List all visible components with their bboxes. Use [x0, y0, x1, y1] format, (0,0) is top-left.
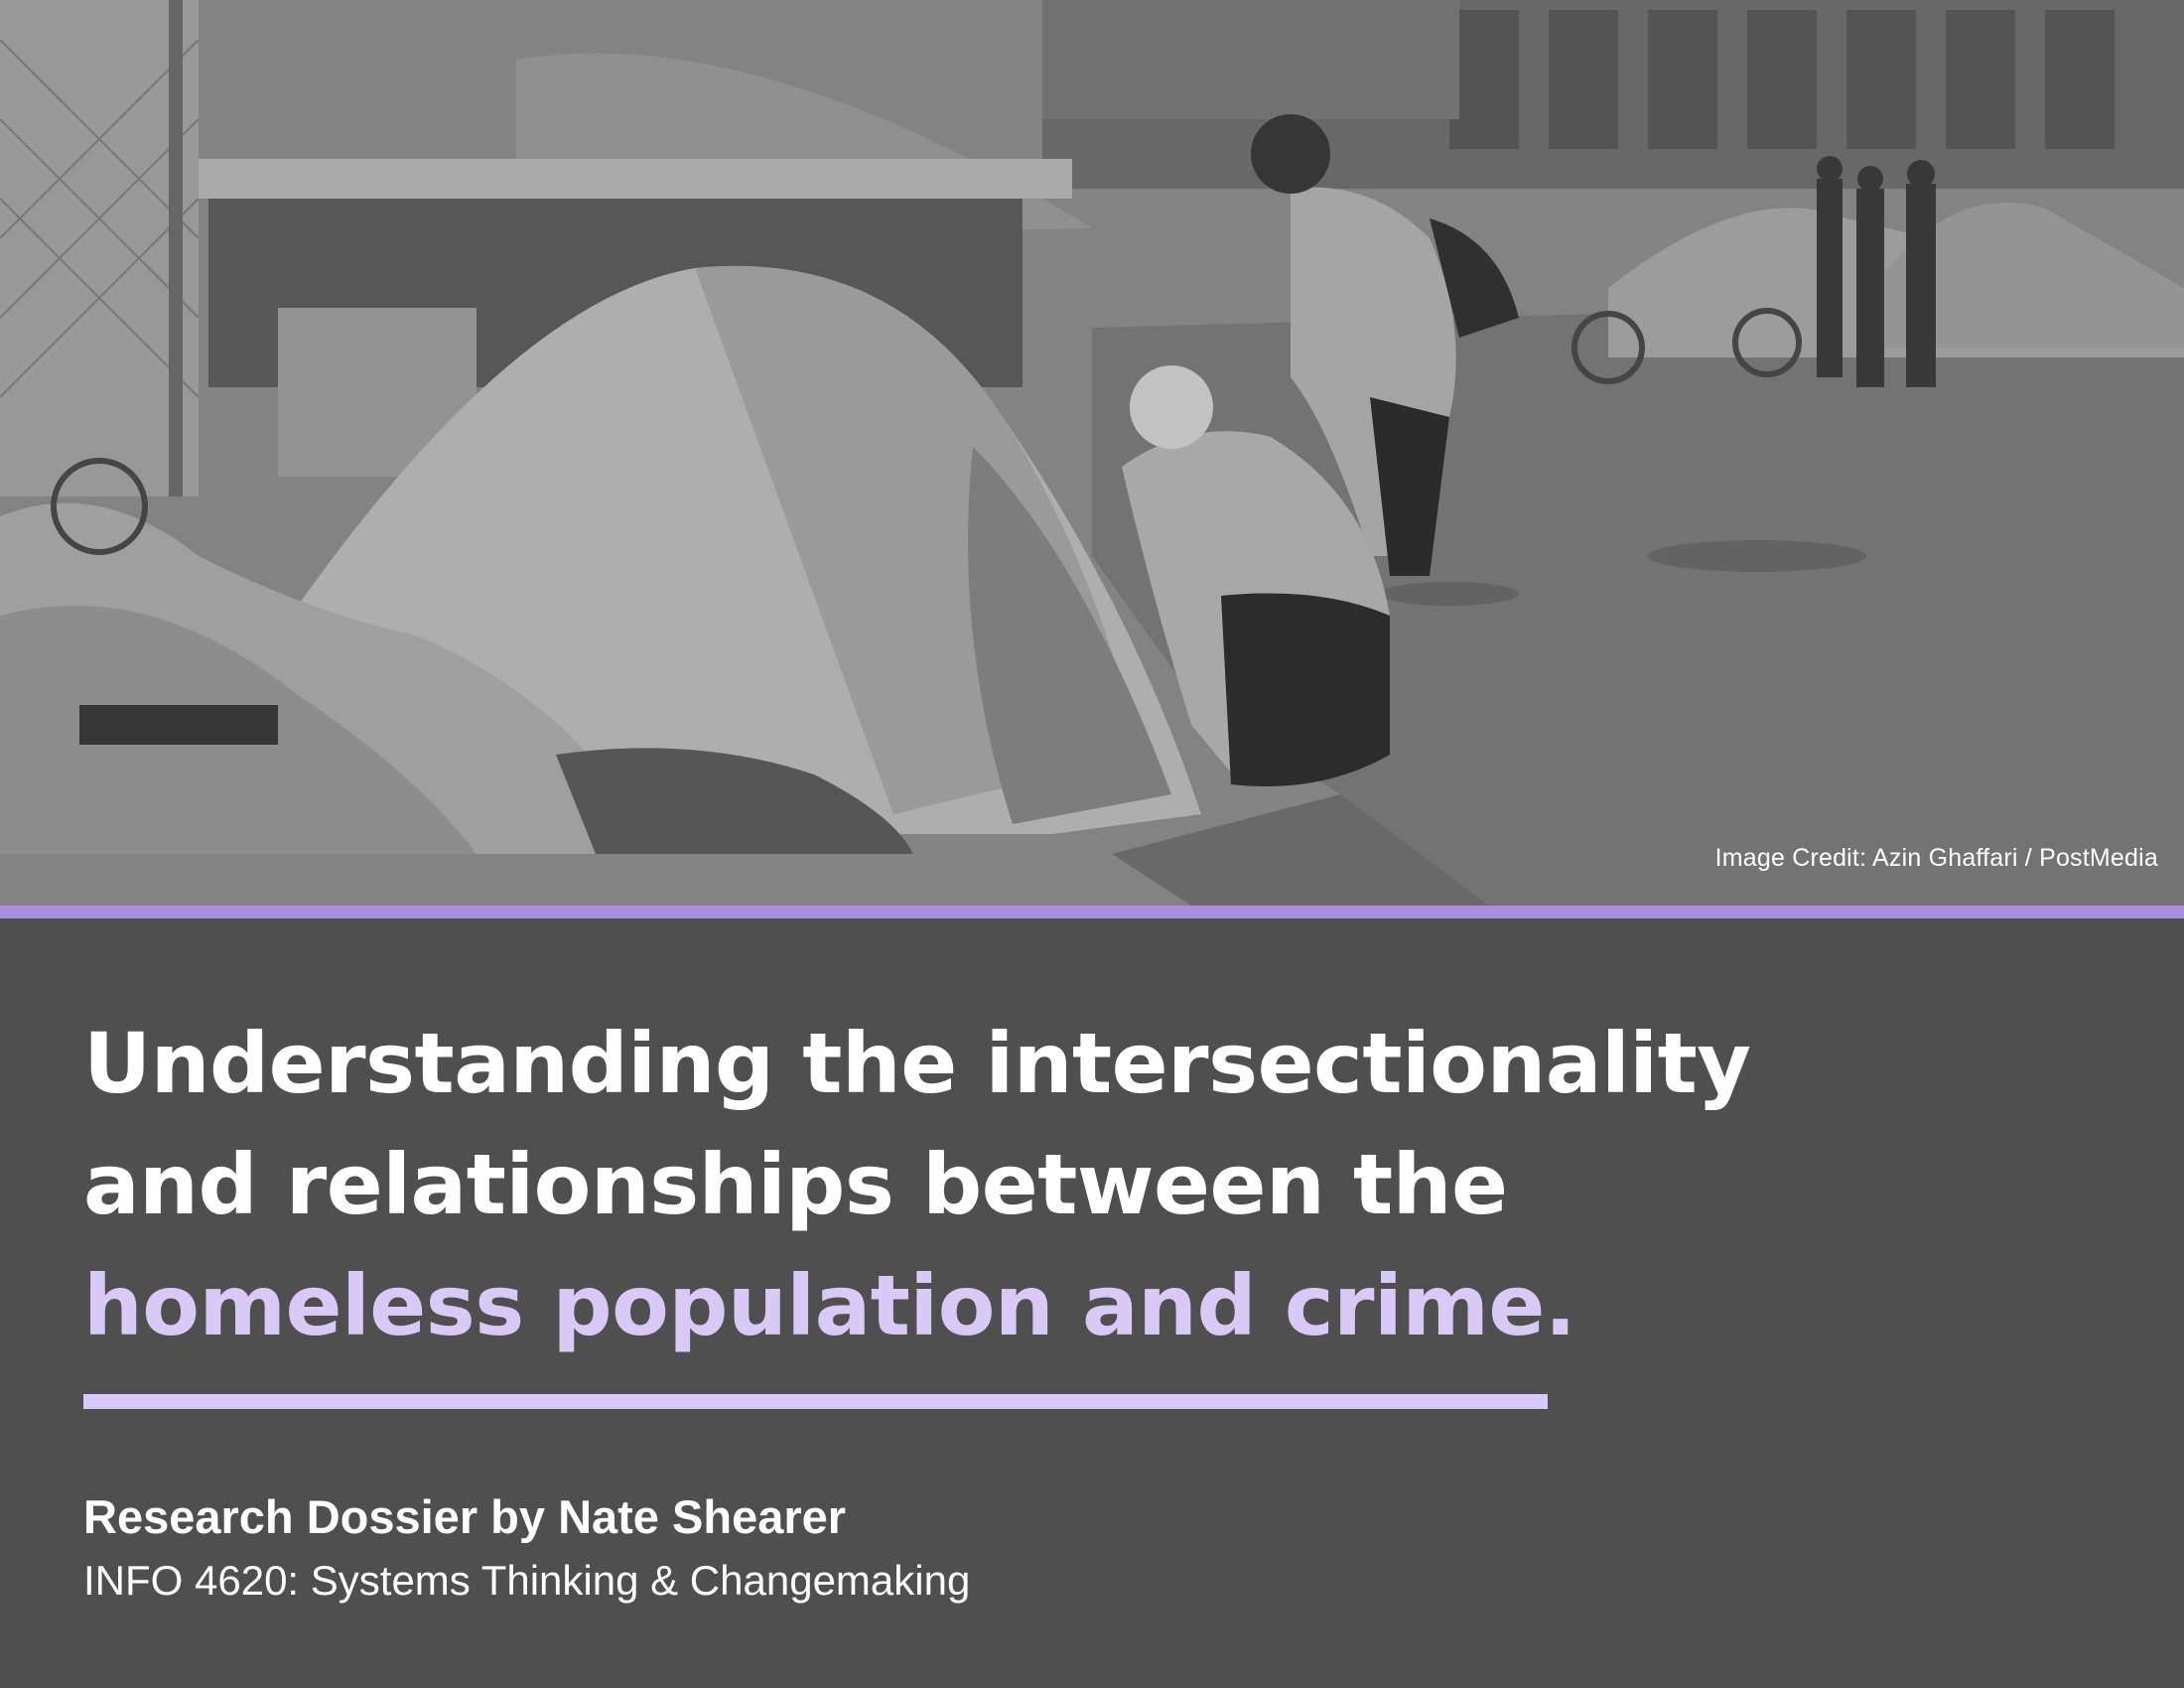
- title-line-1: Understanding the intersectionality: [83, 1015, 1751, 1112]
- title-line-2: and relationships between the: [83, 1136, 1508, 1233]
- image-credit: Image Credit: Azin Ghaffari / PostMedia: [1714, 844, 2158, 872]
- page-title: Understanding the intersectionality and …: [83, 1003, 1751, 1366]
- cover-photo: Image Credit: Azin Ghaffari / PostMedia: [0, 0, 2184, 906]
- encampment-photo: [0, 0, 2184, 906]
- course-name: INFO 4620: Systems Thinking & Changemaki…: [83, 1557, 971, 1604]
- accent-divider: [0, 906, 2184, 918]
- title-underline: [83, 1394, 1548, 1409]
- title-line-3-highlight: homeless population and crime.: [83, 1257, 1576, 1354]
- author-byline: Research Dossier by Nate Shearer: [83, 1490, 847, 1543]
